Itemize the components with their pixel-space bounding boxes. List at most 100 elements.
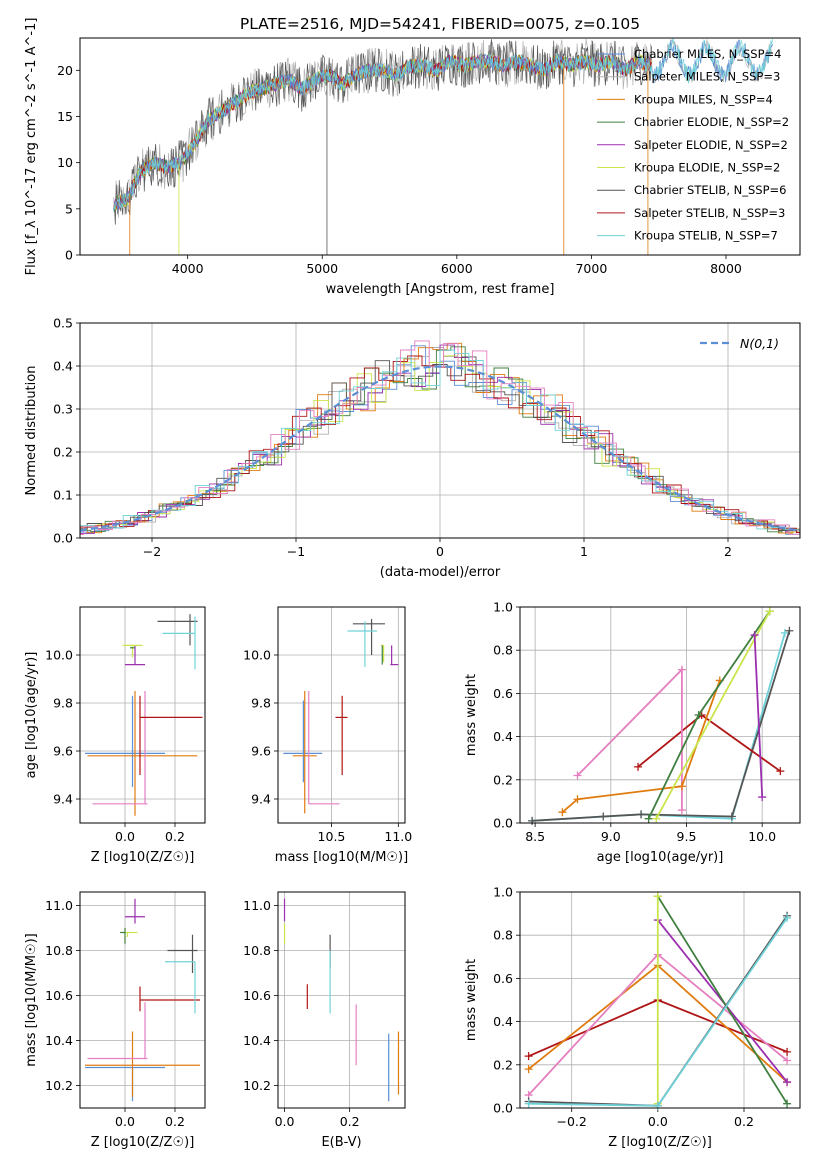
legend-label: Chabrier ELODIE, N_SSP=2 (634, 115, 789, 129)
data-point (528, 816, 537, 825)
plot-frame (519, 891, 801, 1109)
plot-frame (79, 891, 206, 1109)
legend-label: Chabrier MILES, N_SSP=4 (634, 47, 781, 61)
y-tick-label: 0.3 (53, 402, 73, 417)
legend-label: Salpeter ELODIE, N_SSP=2 (634, 138, 788, 152)
plot-frame (277, 606, 406, 824)
x-tick-label: 7000 (575, 261, 607, 276)
x-tick-label: 0.2 (340, 1114, 360, 1129)
data-point (644, 814, 653, 823)
y-tick-label: 10.4 (45, 1033, 73, 1048)
plot-frame (79, 322, 801, 539)
y-tick-label: 20 (57, 63, 73, 78)
x-tick-label: 10.0 (748, 829, 776, 844)
mass_vs_ebv-panel: 0.0 0.2 10.2 10.4 10.6 10.8 11.0 E(B-V) (243, 891, 406, 1150)
x-tick-label: 0.2 (734, 1114, 754, 1129)
series-line (657, 895, 788, 1105)
data-point (524, 1065, 533, 1074)
y-tick-label: 0.4 (53, 359, 73, 374)
y-tick-label: 9.8 (53, 696, 73, 711)
data-point (653, 892, 662, 901)
series-line (753, 635, 764, 798)
y-tick-label: 10.4 (243, 1033, 271, 1048)
y-tick-label: 0.2 (493, 772, 513, 787)
y-axis-label: age [log10(age/yr)] (24, 652, 39, 779)
x-axis-label: (data-model)/error (380, 565, 501, 580)
y-tick-label: 10 (57, 155, 73, 170)
y-tick-label: 0.2 (493, 1057, 513, 1072)
legend-label: Chabrier STELIB, N_SSP=6 (634, 183, 786, 197)
y-tick-label: 9.6 (53, 744, 73, 759)
data-point (765, 607, 774, 616)
x-tick-label: 9.5 (677, 829, 697, 844)
data-point (783, 913, 792, 922)
y-tick-label: 5 (65, 201, 73, 216)
y-tick-label: 0.0 (53, 531, 73, 546)
y-tick-label: 1.0 (493, 885, 513, 900)
data-point (758, 793, 767, 802)
data-point (750, 631, 759, 640)
normal-curve (80, 365, 798, 532)
legend-label: Kroupa STELIB, N_SSP=7 (634, 229, 778, 243)
y-tick-label: 9.6 (251, 744, 271, 759)
x-tick-label: 0.0 (115, 829, 135, 844)
mass_vs_Z-panel: 0.0 0.2 10.2 10.4 10.6 10.8 11.0 Z [log10(Z/Z☉)… (24, 891, 206, 1150)
series-line (655, 610, 771, 820)
data-point (776, 767, 785, 776)
data-point (785, 626, 794, 635)
x-tick-label: 0 (436, 544, 444, 559)
data-point (524, 1099, 533, 1108)
y-tick-label: 0.6 (493, 686, 513, 701)
data-point (694, 711, 703, 719)
spectrum-line (113, 39, 652, 225)
data-point (783, 1099, 792, 1108)
x-tick-label: 0.0 (648, 1114, 668, 1129)
residuals-panel: −2 −1 0 1 2 0.0 0.1 0.2 0.3 0.4 0.5 (data-model)/er… (24, 316, 801, 580)
y-tick-label: 10.2 (45, 1078, 73, 1093)
y-tick-label: 10.8 (45, 943, 73, 958)
histogram-series (80, 356, 800, 531)
y-axis-label: mass [log10(M/M☉)] (24, 933, 39, 1066)
x-axis-label: age [log10(age/yr)] (597, 850, 724, 865)
y-tick-label: 0.0 (493, 1101, 513, 1116)
data-point (783, 1047, 792, 1056)
x-tick-label: −2 (143, 544, 161, 559)
x-tick-label: −0.2 (557, 1114, 587, 1129)
series-line (532, 632, 786, 822)
x-axis-label: E(B-V) (321, 1135, 361, 1150)
histogram-series (80, 355, 800, 533)
x-tick-label: 0.2 (165, 829, 185, 844)
legend-label: Kroupa ELODIE, N_SSP=2 (634, 161, 780, 175)
plot-frame (519, 606, 801, 824)
y-axis-label: mass weight (464, 959, 479, 1041)
spectrum-line (113, 38, 773, 212)
y-tick-label: 0.0 (493, 816, 513, 831)
data-point (524, 1052, 533, 1061)
x-tick-label: 6000 (441, 261, 473, 276)
y-tick-label: 9.4 (53, 792, 73, 807)
legend-label: Salpeter MILES, N_SSP=3 (634, 70, 780, 84)
data-point (677, 782, 686, 791)
data-point (727, 812, 736, 821)
plot-frame (79, 37, 801, 256)
x-tick-label: 5000 (306, 261, 338, 276)
y-tick-label: 0.4 (493, 1014, 513, 1029)
series-line (561, 680, 721, 813)
x-tick-label: 0.2 (165, 1114, 185, 1129)
y-tick-label: 0.8 (493, 928, 513, 943)
x-axis-label: wavelength [Angstrom, rest frame] (326, 282, 555, 297)
y-tick-label: 0.5 (53, 316, 73, 331)
x-axis-label: Z [log10(Z/Z☉)] (91, 850, 195, 865)
data-point (653, 1101, 662, 1110)
y-tick-label: 0.8 (493, 643, 513, 658)
y-tick-label: 0 (65, 248, 73, 263)
y-tick-label: 0.1 (53, 488, 73, 503)
x-axis-label: Z [log10(Z/Z☉)] (91, 1135, 195, 1150)
x-tick-label: 9.0 (601, 829, 621, 844)
y-axis-label: Normed distribution (24, 366, 39, 496)
y-tick-label: 0.4 (493, 729, 513, 744)
y-tick-label: 10.8 (243, 943, 271, 958)
x-tick-label: 0.0 (115, 1114, 135, 1129)
age_vs_mass-panel: 10.5 11.0 9.4 9.6 9.8 10.0 mass [log10(M/M☉)] (243, 606, 412, 865)
y-tick-label: 9.4 (251, 792, 271, 807)
